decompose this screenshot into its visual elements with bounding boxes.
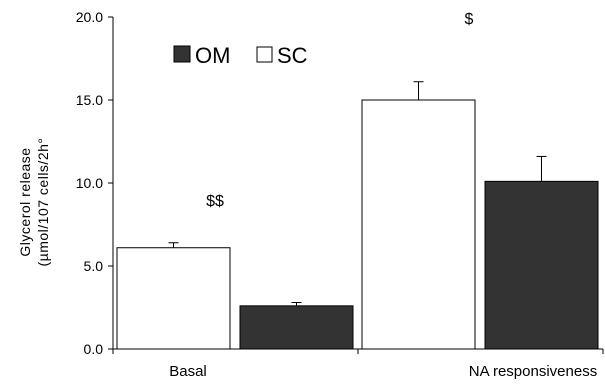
legend: OM SC bbox=[173, 43, 308, 68]
y-axis-label: Glycerol release (µmol/107 cells/2h° bbox=[17, 138, 51, 267]
y-tick-label: 10.0 bbox=[76, 175, 103, 191]
legend-label-sc: SC bbox=[277, 43, 308, 68]
legend-label-om: OM bbox=[195, 43, 230, 68]
plot-area: 0.0 5.0 10.0 15.0 20.0 Basal NA responsiveness… bbox=[76, 9, 604, 380]
bar-om bbox=[239, 305, 354, 350]
y-tick-label: 15.0 bbox=[76, 92, 103, 108]
legend-swatch-sc bbox=[256, 46, 273, 63]
y-tick-label: 5.0 bbox=[84, 258, 104, 274]
x-category-label: Basal bbox=[169, 363, 207, 380]
bar-sc bbox=[361, 99, 476, 350]
legend-swatch-om bbox=[173, 45, 191, 63]
x-category-label: NA responsiveness bbox=[469, 363, 597, 380]
y-axis-label-line-2: (µmol/107 cells/2h° bbox=[35, 138, 51, 267]
bar-sc bbox=[116, 247, 231, 350]
bar-om bbox=[484, 180, 599, 350]
significance-annotation: $ bbox=[465, 11, 474, 28]
y-tick-label: 20.0 bbox=[76, 9, 103, 25]
significance-annotation: $$ bbox=[206, 193, 224, 210]
y-tick-label: 0.0 bbox=[84, 341, 104, 357]
y-axis-label-line-1: Glycerol release bbox=[17, 147, 33, 256]
